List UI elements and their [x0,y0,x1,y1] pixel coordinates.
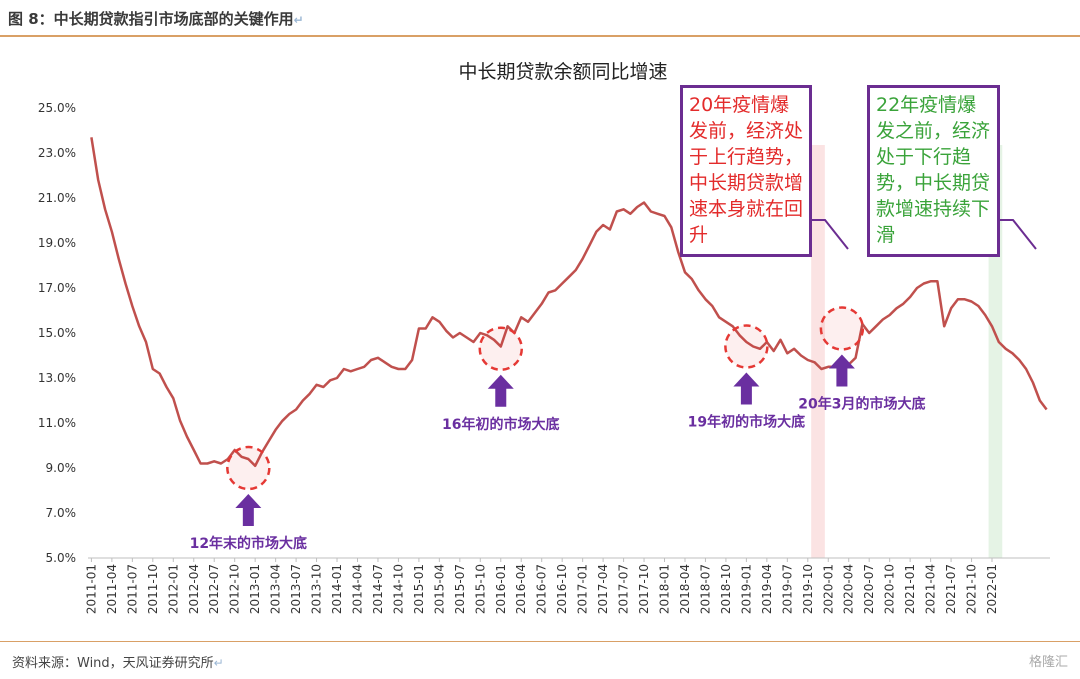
figure-title: 图 8：中长期贷款指引市场底部的关键作用↵ [8,10,304,28]
x-tick-label: 2018-07 [698,564,712,614]
up-arrow-icon [487,374,514,407]
box-connector [812,219,849,250]
x-tick-label: 2017-01 [576,564,590,614]
x-tick-label: 2016-07 [535,564,549,614]
bottom-rule [0,641,1080,642]
x-tick-label: 2019-07 [780,564,794,614]
x-tick-label: 2016-04 [514,564,528,614]
highlight-circle [226,445,271,491]
series-line [90,137,1048,468]
y-tick-label: 5.0% [46,551,77,565]
box-connector [1000,219,1037,250]
x-tick-label: 2012-04 [187,564,201,614]
bottom-annotation-label: 12年末的市场大底 [190,535,307,552]
y-tick-label: 7.0% [46,506,77,520]
x-tick-label: 2012-07 [207,564,221,614]
y-tick-label: 23.0% [38,146,76,160]
x-tick-label: 2014-04 [350,564,364,614]
x-tick-label: 2017-10 [637,564,651,614]
y-tick-label: 19.0% [38,236,76,250]
x-tick-label: 2015-10 [473,564,487,614]
chart-title: 中长期贷款余额同比增速 [458,61,667,83]
y-tick-label: 15.0% [38,326,76,340]
x-tick-label: 2019-10 [801,564,815,614]
x-tick-label: 2022-01 [985,564,999,614]
highlight-circle [819,306,865,351]
x-tick-label: 2012-01 [166,564,180,614]
y-tick-label: 9.0% [46,461,77,475]
annotation-box-2022: 22年疫情爆发之前，经济处于下行趋势，中长期贷款增速持续下滑 [867,85,1000,257]
highlight-circle [724,324,769,369]
x-tick-label: 2014-10 [391,564,405,614]
annotation-box-2020: 20年疫情爆发前，经济处于上行趋势，中长期贷款增速本身就在回升 [680,85,812,257]
x-tick-label: 2015-01 [412,564,426,614]
up-arrow-icon [235,494,262,526]
x-tick-label: 2019-04 [760,564,774,614]
x-tick-label: 2019-01 [739,564,753,614]
x-tick-label: 2020-07 [862,564,876,614]
x-tick-label: 2021-10 [965,564,979,614]
x-tick-label: 2013-04 [269,564,283,614]
x-tick-label: 2015-04 [432,564,446,614]
x-tick-label: 2017-07 [617,564,631,614]
y-tick-label: 13.0% [38,371,76,385]
up-arrow-icon [733,372,760,405]
x-tick-label: 2021-07 [944,564,958,614]
x-tick-label: 2015-07 [453,564,467,614]
watermark: 格隆汇 [1028,655,1068,670]
x-tick-label: 2021-01 [903,564,917,614]
y-tick-label: 25.0% [38,101,76,115]
top-rule [0,35,1080,37]
x-tick-label: 2013-10 [310,564,324,614]
y-tick-label: 17.0% [38,281,76,295]
bottom-annotation-label: 19年初的市场大底 [688,414,805,431]
shaded-band [811,145,825,558]
bottom-annotation-label: 20年3月的市场大底 [798,396,925,413]
bottom-annotation-label: 16年初的市场大底 [442,416,559,433]
x-tick-label: 2011-01 [84,564,98,614]
x-tick-label: 2014-01 [330,564,344,614]
x-tick-label: 2011-07 [125,564,139,614]
x-tick-label: 2018-04 [678,564,692,614]
chart-canvas: 中长期贷款余额同比增速 25.0% 23.0% 21.0% 19.0% 17.0% 15.0… [38,61,1050,614]
y-tick-label: 11.0% [38,416,76,430]
x-tick-label: 2017-04 [596,564,610,614]
x-tick-label: 2012-10 [228,564,242,614]
x-tick-label: 2021-04 [924,564,938,614]
x-tick-label: 2018-01 [658,564,672,614]
x-tick-label: 2011-04 [105,564,119,614]
x-tick-label: 2011-10 [146,564,160,614]
x-tick-label: 2016-10 [555,564,569,614]
x-tick-label: 2020-04 [842,564,856,614]
x-tick-label: 2020-01 [821,564,835,614]
x-tick-label: 2016-01 [494,564,508,614]
source-note: 资料来源：Wind，天风证券研究所↵ [12,656,224,671]
y-tick-label: 21.0% [38,191,76,205]
x-tick-label: 2020-10 [883,564,897,614]
x-tick-label: 2013-01 [248,564,262,614]
highlight-circle [478,326,524,371]
x-tick-label: 2014-07 [371,564,385,614]
x-tick-label: 2013-07 [289,564,303,614]
x-tick-label: 2018-10 [719,564,733,614]
up-arrow-icon [828,354,855,387]
